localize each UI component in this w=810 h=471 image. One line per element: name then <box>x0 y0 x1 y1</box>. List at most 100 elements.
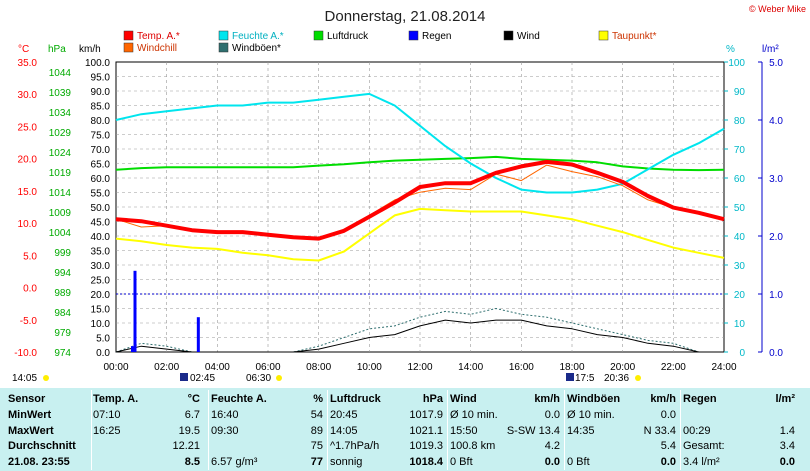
tick-kmh: 100.0 <box>85 58 110 69</box>
legend-label: Taupunkt* <box>612 31 657 42</box>
tick-celsius: -10.0 <box>14 348 37 359</box>
tick-x: 24:00 <box>711 362 736 373</box>
table-header: Wind <box>450 393 477 405</box>
tick-x: 00:00 <box>103 362 128 373</box>
tick-kmh: 60.0 <box>91 174 111 185</box>
legend-swatch <box>313 30 324 41</box>
table-cell: 1017.9 <box>409 409 443 421</box>
tick-hpa: 974 <box>54 348 71 359</box>
tick-celsius: -5.0 <box>20 316 38 327</box>
table-cell: Ø 10 min. <box>567 409 615 421</box>
tick-celsius: 10.0 <box>18 219 38 230</box>
tick-hpa: 979 <box>54 328 71 339</box>
table-cell: S-SW 13.4 <box>506 424 560 437</box>
tick-x: 20:00 <box>610 362 635 373</box>
sunset-label: 20:36 <box>604 373 629 384</box>
table-cell: 6.57 g/m³ <box>211 455 258 468</box>
tick-kmh: 30.0 <box>91 261 111 272</box>
unit-celsius: °C <box>18 44 29 55</box>
moon-icon <box>43 375 49 381</box>
tick-percent: 30 <box>734 261 746 272</box>
tick-kmh: 50.0 <box>91 203 111 214</box>
legend-swatch <box>123 30 134 41</box>
table-cell: 0.0 <box>779 455 795 468</box>
legend-label: Windchill <box>137 43 177 54</box>
tick-x: 12:00 <box>407 362 432 373</box>
table-cell: 00:29 <box>683 424 711 437</box>
unit-hpa: hPa <box>48 44 66 55</box>
legend-swatch <box>218 42 229 53</box>
tick-hpa: 989 <box>54 288 71 299</box>
table-cell: 89 <box>310 424 323 437</box>
tick-celsius: 15.0 <box>18 187 38 198</box>
table-cell: 6.7 <box>184 409 200 421</box>
unit-kmh: km/h <box>79 44 101 55</box>
series-taupunkt <box>115 207 725 262</box>
table-header: hPa <box>422 393 443 405</box>
table-cell: 20:45 <box>330 409 358 421</box>
table-cell: 16:25 <box>93 424 121 437</box>
legend-swatch <box>218 30 229 41</box>
table-cell: 0.0 <box>660 455 676 468</box>
table-header: l/m² <box>775 393 795 405</box>
table-header: Feuchte A. <box>211 393 267 405</box>
tick-percent: 60 <box>734 174 746 185</box>
legend: Temp. A.* Feuchte A.* Luftdruck Regen Wind Ta… <box>123 30 657 54</box>
tick-hpa: 1034 <box>49 108 72 119</box>
table-cell: Gesamt: <box>683 440 725 452</box>
table-cell: 75 <box>310 440 323 452</box>
legend-label: Windböen* <box>232 43 281 54</box>
tick-hpa: 1039 <box>49 88 72 99</box>
tick-kmh: 10.0 <box>91 319 111 330</box>
tick-rain: 5.0 <box>769 58 783 69</box>
tick-kmh: 45.0 <box>91 218 111 229</box>
tick-kmh: 0.0 <box>96 348 110 359</box>
tick-kmh: 70.0 <box>91 145 111 156</box>
table-header: Temp. A. <box>93 393 139 405</box>
tick-x: 22:00 <box>661 362 686 373</box>
tick-percent: 0 <box>739 348 745 359</box>
table-header: Luftdruck <box>330 393 381 405</box>
legend-swatch <box>123 42 134 53</box>
tick-hpa: 1024 <box>49 148 72 159</box>
summary-table: Sensor Temp. A. °C Feuchte A.% Luftdruck hPa W… <box>0 388 810 471</box>
tick-celsius: 0.0 <box>23 284 37 295</box>
tick-hpa: 1004 <box>49 228 72 239</box>
table-cell: 0.0 <box>544 455 560 468</box>
table-cell: ^1.7hPa/h <box>330 440 380 452</box>
tick-rain: 2.0 <box>769 232 783 243</box>
tick-percent: 40 <box>734 232 746 243</box>
tick-hpa: 1014 <box>49 188 72 199</box>
sun-icon <box>635 375 641 381</box>
tick-rain: 0.0 <box>769 348 783 359</box>
table-separator <box>327 390 328 470</box>
tick-x: 02:00 <box>154 362 179 373</box>
tick-x: 06:00 <box>255 362 280 373</box>
tick-kmh: 20.0 <box>91 290 111 301</box>
table-cell: 12.21 <box>172 440 200 452</box>
table-cell: 77 <box>310 455 323 468</box>
table-cell: sonnig <box>330 455 363 468</box>
legend-swatch <box>408 30 419 41</box>
table-row-label: 21.08. 23:55 <box>8 455 70 468</box>
tick-kmh: 5.0 <box>96 334 110 345</box>
table-cell: 5.4 <box>660 440 676 452</box>
tick-percent: 80 <box>734 116 746 127</box>
tick-x: 18:00 <box>559 362 584 373</box>
series-lines <box>115 92 725 353</box>
table-cell: 1021.1 <box>409 424 443 437</box>
legend-label: Regen <box>422 31 451 42</box>
tick-x: 16:00 <box>509 362 534 373</box>
table-cell: 16:40 <box>211 409 239 421</box>
table-cell: 15:50 <box>450 424 478 437</box>
table-cell: 0 Bft <box>567 455 590 468</box>
tick-percent: 10 <box>734 319 746 330</box>
table-header: Regen <box>683 393 717 405</box>
table-header: Sensor <box>8 393 46 405</box>
tick-hpa: 1029 <box>49 128 72 139</box>
legend-swatch <box>598 30 609 41</box>
tick-percent: 100 <box>728 58 745 69</box>
legend-swatch <box>503 30 514 41</box>
moonrise-label: 14:05 <box>12 373 37 384</box>
rain-bar <box>130 346 134 352</box>
